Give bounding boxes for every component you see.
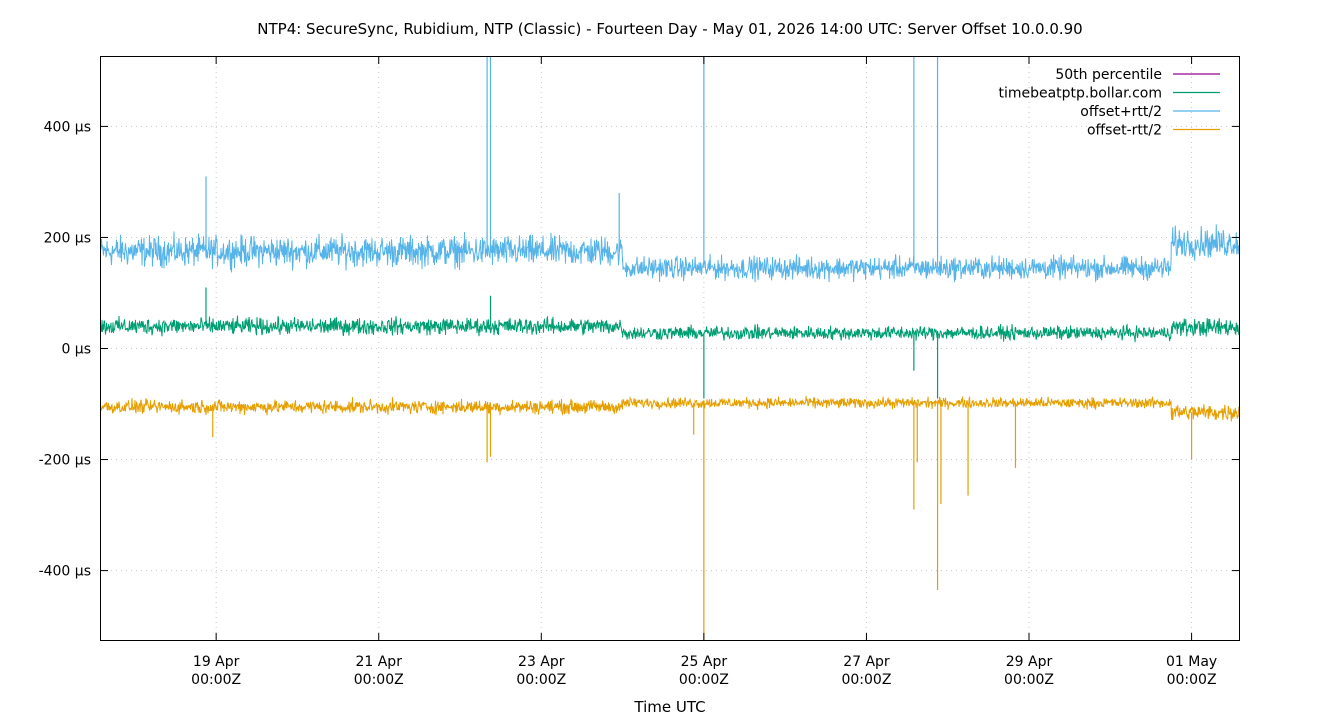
series-timebeatptp-bollar-com: [100, 287, 1240, 399]
chart-title: NTP4: SecureSync, Rubidium, NTP (Classic…: [257, 20, 1082, 38]
x-tick-label: 23 Apr: [518, 654, 565, 670]
x-tick-label: 00:00Z: [354, 672, 404, 688]
legend-entry-label: timebeatptp.bollar.com: [998, 86, 1162, 102]
y-tick-label: 0 µs: [61, 342, 91, 358]
grid: [101, 57, 1239, 640]
x-axis-title: Time UTC: [633, 698, 705, 716]
series-offset-rtt-2: [100, 57, 1240, 283]
y-tick-label: 200 µs: [44, 230, 91, 246]
series-line: [100, 315, 1240, 343]
x-tick-label: 19 Apr: [193, 654, 240, 670]
x-tick-label: 25 Apr: [681, 654, 728, 670]
x-tick-label: 00:00Z: [516, 672, 566, 688]
y-tick-label: -200 µs: [39, 453, 91, 469]
x-tick-label: 27 Apr: [843, 654, 890, 670]
x-tick-label: 00:00Z: [679, 672, 729, 688]
x-tick-label: 00:00Z: [841, 672, 891, 688]
legend: 50th percentile timebeatptp.bollar.com off…: [998, 67, 1220, 139]
legend-entry-label: offset+rtt/2: [1080, 104, 1162, 120]
plot-area: [100, 57, 1240, 640]
x-tick-label: 00:00Z: [1004, 672, 1054, 688]
series-offset-rtt-2: [100, 395, 1240, 640]
x-tick-label: 29 Apr: [1006, 654, 1053, 670]
plot-frame: [100, 56, 1240, 641]
series-line: [100, 224, 1240, 283]
x-tick-label: 00:00Z: [191, 672, 241, 688]
y-tick-label: 400 µs: [44, 119, 91, 135]
legend-entry-label: 50th percentile: [1055, 67, 1162, 83]
x-tick-label: 00:00Z: [1167, 672, 1217, 688]
legend-entry-label: offset-rtt/2: [1087, 123, 1162, 139]
x-tick-label: 21 Apr: [355, 654, 402, 670]
axes: 400 µs 200 µs 0 µs -200 µs -400 µs 19 Apr 00:0…: [39, 57, 1239, 688]
series-line: [100, 395, 1240, 422]
y-tick-label: -400 µs: [39, 564, 91, 580]
x-tick-label: 01 May: [1166, 654, 1217, 670]
